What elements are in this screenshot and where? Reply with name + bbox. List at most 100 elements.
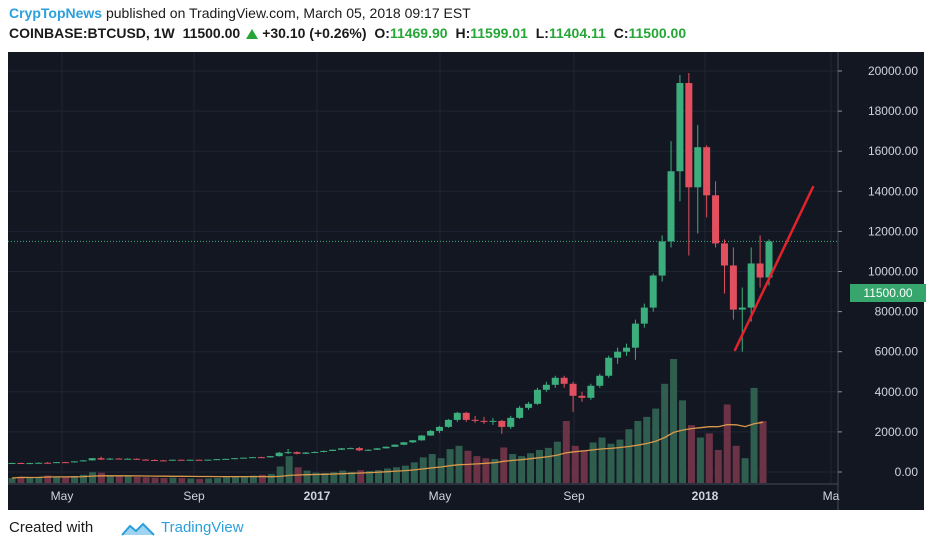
volume-bar xyxy=(8,478,16,483)
volume-bar xyxy=(357,470,365,483)
volume-bar xyxy=(276,466,284,483)
volume-bar xyxy=(384,468,391,483)
y-axis-tick-label: 12000.00 xyxy=(868,224,918,238)
volume-bar xyxy=(232,476,240,483)
tradingview-logo-icon[interactable] xyxy=(121,521,155,537)
candle-body xyxy=(560,377,568,384)
low-value: 11404.11 xyxy=(548,25,606,41)
author-link[interactable]: CrypTopNews xyxy=(9,5,103,21)
candle-body xyxy=(275,452,283,457)
candle-body xyxy=(738,307,746,310)
volume-bar xyxy=(544,447,552,483)
candle-body xyxy=(658,241,666,276)
volume-bar xyxy=(80,474,88,483)
candle-body xyxy=(177,459,185,461)
last-price-tag: 11500.00 xyxy=(850,284,926,302)
price-chart[interactable]: 20000.00 18000.00 16000.00 14000.00 12000.00… xyxy=(8,52,924,510)
volume-bar xyxy=(750,387,758,483)
y-axis-tick-label: 2000.00 xyxy=(875,425,919,439)
volume-bar xyxy=(26,477,34,483)
candle-body xyxy=(311,451,319,453)
volume-bar xyxy=(589,442,597,483)
candle-body xyxy=(88,458,96,461)
candle-body xyxy=(53,462,61,464)
candle-body xyxy=(462,412,470,420)
y-axis-tick-label: 14000.00 xyxy=(868,184,918,198)
candle-body xyxy=(142,459,150,461)
candle-body xyxy=(720,243,728,266)
x-axis-tick-label: Sep xyxy=(183,489,205,503)
candle-body xyxy=(578,395,586,398)
last-price: 11500.00 xyxy=(182,25,241,41)
candle-body xyxy=(8,462,16,464)
candle-body xyxy=(302,452,310,454)
volume-bar xyxy=(535,449,543,483)
candle-body xyxy=(507,417,515,427)
volume-bar xyxy=(375,470,383,483)
footer: Created with TradingView xyxy=(9,519,244,536)
candle-body xyxy=(418,435,426,441)
volume-bar xyxy=(491,459,499,483)
candle-body xyxy=(489,420,497,422)
volume-bar xyxy=(17,476,25,483)
candle-body xyxy=(266,456,274,458)
volume-bar xyxy=(482,458,490,483)
publish-info: CrypTopNews published on TradingView.com… xyxy=(9,5,471,21)
candle-body xyxy=(614,351,622,358)
volume-bar xyxy=(509,454,517,483)
volume-bar xyxy=(670,359,678,483)
close-label: C: xyxy=(613,25,629,41)
high-value: 11599.01 xyxy=(470,25,528,41)
high-label: H: xyxy=(455,25,471,41)
y-axis-tick-label: 16000.00 xyxy=(868,144,918,158)
volume-bar xyxy=(679,400,687,483)
volume-bar xyxy=(178,478,186,483)
candle-body xyxy=(569,383,577,396)
candle-body xyxy=(533,389,541,404)
volume-bar xyxy=(205,478,213,483)
chart-area[interactable]: 20000.00 18000.00 16000.00 14000.00 12000.00… xyxy=(8,52,926,510)
x-axis-tick-label: May xyxy=(429,489,452,503)
symbol-label: COINBASE:BTCUSD, 1W xyxy=(9,25,175,41)
candle-body xyxy=(435,426,443,431)
candle-body xyxy=(124,458,132,460)
candle-body xyxy=(61,462,69,464)
tradingview-brand[interactable]: TradingView xyxy=(161,519,244,536)
candle-body xyxy=(97,458,105,460)
candle-body xyxy=(133,458,141,460)
volume-bar xyxy=(97,472,105,483)
y-axis-tick-label: 18000.00 xyxy=(868,104,918,118)
low-label: L: xyxy=(535,25,549,41)
y-axis-tick-label: 8000.00 xyxy=(875,305,919,319)
volume-bar xyxy=(348,471,356,483)
volume-bar xyxy=(115,475,123,483)
volume-bar xyxy=(53,476,61,483)
volume-bar xyxy=(473,456,481,483)
candle-body xyxy=(293,452,301,454)
candle-body xyxy=(409,440,417,443)
volume-moving-average-line xyxy=(11,421,764,479)
candle-body xyxy=(320,450,328,452)
volume-bar xyxy=(223,477,231,483)
candle-body xyxy=(150,459,158,461)
price-change: +30.10 (+0.26%) xyxy=(262,25,367,41)
candle-body xyxy=(26,463,34,465)
volume-bar xyxy=(661,383,669,483)
candle-body xyxy=(676,83,684,172)
candle-body xyxy=(248,457,256,459)
volume-bar xyxy=(124,476,132,483)
candle-body xyxy=(70,461,78,463)
candle-body xyxy=(587,385,595,398)
candle-body xyxy=(765,241,773,278)
volume-bar xyxy=(732,445,740,483)
candle-body xyxy=(444,419,452,427)
volume-bar xyxy=(437,458,445,483)
volume-bar xyxy=(616,439,624,483)
volume-bar xyxy=(500,447,508,483)
candle-body xyxy=(694,147,702,188)
volume-bar xyxy=(634,421,642,483)
candle-body xyxy=(685,83,693,188)
candle-body xyxy=(186,459,194,461)
candle-body xyxy=(222,458,230,460)
volume-bar xyxy=(741,458,749,483)
